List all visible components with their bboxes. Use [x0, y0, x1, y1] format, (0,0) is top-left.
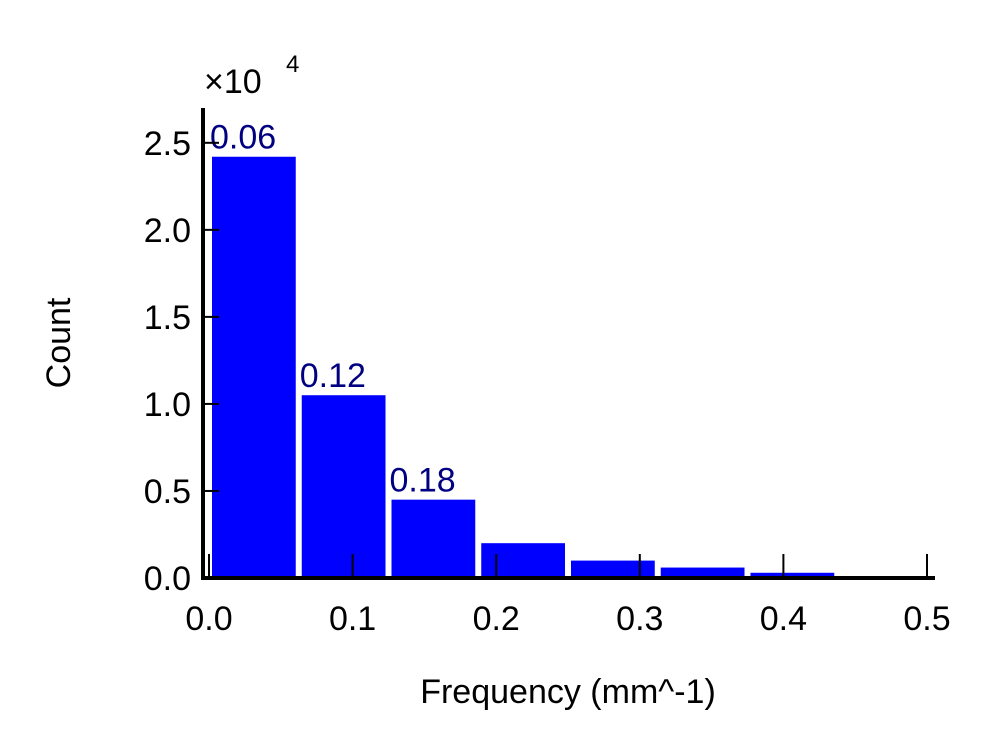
x-axis-title: Frequency (mm^-1) [420, 673, 716, 711]
bar-2 [391, 499, 476, 578]
bar-5 [660, 567, 745, 578]
y-tick-label-2: 1.0 [144, 386, 191, 424]
bar-4 [571, 560, 655, 578]
y-tick-label-5: 2.5 [144, 125, 191, 163]
multiplier-exponent: 4 [286, 51, 299, 78]
ticks-layer: 0.0 0.5 1.0 1.5 2.0 2.5 0.0 0.1 0.2 0.3 0.4 0.5 [144, 125, 951, 638]
y-tick-label-3: 1.5 [144, 299, 191, 337]
x-tick-label-4: 0.4 [760, 600, 807, 638]
y-tick-label-0: 0.0 [144, 560, 191, 598]
x-tick-label-0: 0.0 [185, 600, 232, 638]
y-axis-title: Count [40, 297, 78, 388]
bar-label-0: 0.06 [210, 119, 276, 157]
y-tick-label-4: 2.0 [144, 212, 191, 250]
x-tick-label-2: 0.2 [473, 600, 520, 638]
bar-1 [301, 395, 386, 578]
x-tick-label-5: 0.5 [903, 600, 950, 638]
bar-labels-layer: 0.06 0.12 0.18 [210, 119, 456, 500]
bar-label-1: 0.12 [300, 357, 366, 395]
bar-0 [212, 156, 296, 579]
axes-layer [201, 108, 935, 580]
bar-3 [481, 543, 565, 578]
x-tick-label-1: 0.1 [329, 600, 376, 638]
bar-label-2: 0.18 [390, 462, 456, 500]
y-tick-label-1: 0.5 [144, 473, 191, 511]
y-axis-multiplier: ×10 4 [204, 51, 299, 101]
multiplier-base: ×10 [204, 63, 262, 101]
x-tick-label-3: 0.3 [616, 600, 663, 638]
bars-layer [212, 156, 835, 579]
bar-6 [750, 572, 835, 578]
